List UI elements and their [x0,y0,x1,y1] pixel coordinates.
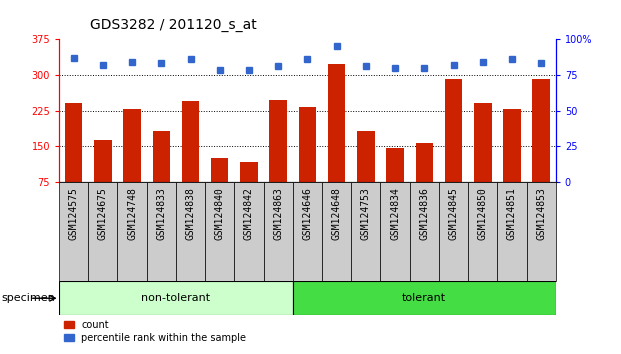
Bar [503,109,521,182]
FancyBboxPatch shape [527,182,556,281]
Text: GSM124836: GSM124836 [419,187,429,240]
Bar [532,79,550,182]
Bar [299,107,316,182]
Bar [240,162,258,182]
FancyBboxPatch shape [205,182,234,281]
FancyBboxPatch shape [88,182,117,281]
FancyBboxPatch shape [468,182,497,281]
FancyBboxPatch shape [117,182,147,281]
FancyBboxPatch shape [176,182,205,281]
FancyBboxPatch shape [59,182,88,281]
FancyBboxPatch shape [439,182,468,281]
FancyBboxPatch shape [351,182,381,281]
Bar [182,101,199,182]
FancyBboxPatch shape [147,182,176,281]
Text: GSM124575: GSM124575 [68,187,79,240]
FancyBboxPatch shape [381,182,410,281]
FancyBboxPatch shape [292,182,322,281]
Text: non-tolerant: non-tolerant [142,293,211,303]
FancyBboxPatch shape [292,281,556,315]
Text: GSM124851: GSM124851 [507,187,517,240]
Text: GSM124850: GSM124850 [478,187,487,240]
Text: GSM124833: GSM124833 [156,187,166,240]
Bar [328,64,345,182]
Text: GDS3282 / 201120_s_at: GDS3282 / 201120_s_at [90,18,257,32]
Legend: count, percentile rank within the sample: count, percentile rank within the sample [64,320,247,343]
FancyBboxPatch shape [234,182,263,281]
Text: specimen: specimen [2,293,56,303]
Bar [124,109,141,182]
Text: GSM124853: GSM124853 [536,187,546,240]
Text: tolerant: tolerant [402,293,446,303]
Text: GSM124646: GSM124646 [302,187,312,240]
Bar [474,103,491,182]
Bar [94,140,112,182]
Bar [270,99,287,182]
Text: GSM124748: GSM124748 [127,187,137,240]
FancyBboxPatch shape [410,182,439,281]
Bar [445,79,462,182]
Text: GSM124840: GSM124840 [215,187,225,240]
Text: GSM124648: GSM124648 [332,187,342,240]
Bar [211,158,229,182]
Text: GSM124675: GSM124675 [98,187,108,240]
Bar [65,103,83,182]
FancyBboxPatch shape [322,182,351,281]
Bar [415,143,433,182]
Text: GSM124863: GSM124863 [273,187,283,240]
Text: GSM124845: GSM124845 [448,187,458,240]
FancyBboxPatch shape [497,182,527,281]
Text: GSM124838: GSM124838 [186,187,196,240]
Bar [153,131,170,182]
FancyBboxPatch shape [59,281,292,315]
Text: GSM124753: GSM124753 [361,187,371,240]
FancyBboxPatch shape [263,182,292,281]
Text: GSM124842: GSM124842 [244,187,254,240]
Bar [357,131,374,182]
Bar [386,148,404,182]
Text: GSM124834: GSM124834 [390,187,400,240]
